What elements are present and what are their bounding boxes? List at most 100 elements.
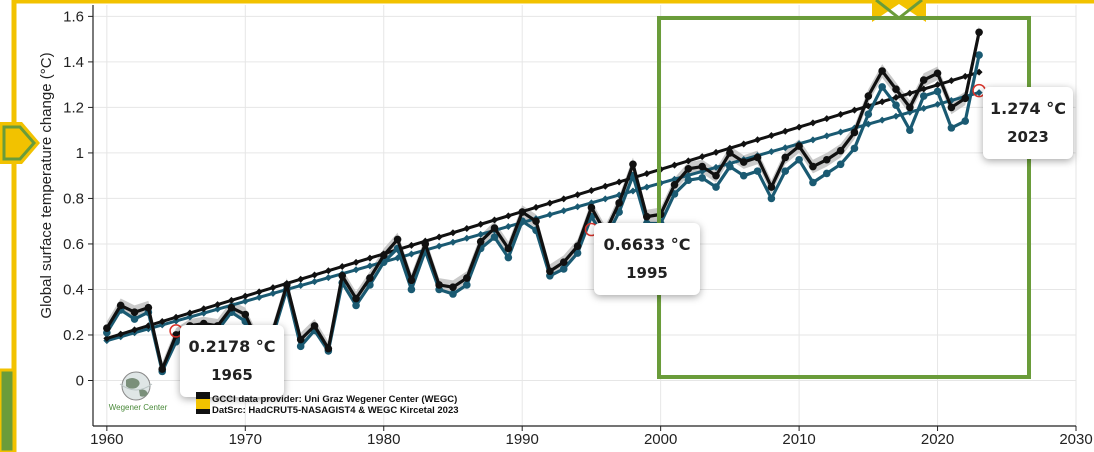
trend-black-marker <box>131 326 139 334</box>
blue-data-point <box>407 285 416 294</box>
trend-black-marker <box>491 216 499 224</box>
trend-black-marker <box>186 309 194 317</box>
black-data-point <box>781 153 790 162</box>
black-data-point <box>684 165 693 173</box>
black-data-point <box>338 272 347 280</box>
trend-black-marker <box>947 77 955 85</box>
black-data-point <box>919 76 928 84</box>
uncertainty-band <box>106 25 980 376</box>
black-data-point <box>352 294 360 303</box>
black-data-point <box>324 344 333 353</box>
blue-data-point <box>296 342 305 351</box>
uni-graz-logo <box>196 392 210 414</box>
trend-black-marker <box>214 301 222 309</box>
tooltip-1965: 0.2178 °C 1965 <box>180 325 284 397</box>
trend-black-marker <box>767 132 775 140</box>
black-data-point <box>975 28 983 37</box>
tooltip-2023: 1.274 °C 2023 <box>983 87 1073 159</box>
blue-data-point <box>739 171 748 180</box>
black-data-point <box>130 308 139 317</box>
trend-blue-marker <box>352 266 360 274</box>
black-data-point <box>476 237 485 246</box>
blue-data-point <box>712 183 720 191</box>
selection-box[interactable] <box>657 16 1031 379</box>
black-data-point <box>366 274 374 282</box>
black-data-point <box>241 310 250 319</box>
trend-black-marker <box>670 161 678 169</box>
trend-black-marker <box>311 271 319 279</box>
left-arrow-icon[interactable] <box>0 122 40 164</box>
black-data-point <box>421 240 430 248</box>
black-data-point <box>573 242 582 251</box>
trend-black-marker <box>712 148 720 156</box>
trend-blue-marker <box>712 163 720 171</box>
trend-black-marker <box>574 191 582 199</box>
trend-black-marker <box>906 89 914 97</box>
wegener-logo: Wegener Center <box>106 370 170 414</box>
trend-blue-line <box>106 91 980 343</box>
trend-blue-marker <box>934 100 942 108</box>
black-data-point <box>947 103 956 112</box>
trend-black-marker <box>823 115 831 123</box>
y-tick-label: 1 <box>76 145 84 162</box>
black-data-point <box>809 162 817 171</box>
trend-black-marker <box>227 296 235 304</box>
trend-black-marker <box>892 93 900 101</box>
black-data-point <box>850 128 859 137</box>
trend-black-marker <box>754 136 762 144</box>
trend-blue-marker <box>920 104 928 112</box>
trend-black-marker <box>324 267 332 275</box>
credit-line-2: DatSrc: HadCRUT5-NASAGIST4 & WEGC Kircet… <box>212 405 459 416</box>
black-data-point <box>629 160 637 169</box>
black-data-point <box>906 103 914 112</box>
black-data-point <box>615 199 623 207</box>
trend-black-marker <box>352 258 360 266</box>
trend-blue-marker <box>629 187 637 195</box>
y-tick-label: 0.8 <box>63 190 84 207</box>
black-data-point <box>878 67 886 75</box>
trend-black-marker <box>172 313 180 321</box>
trend-blue-marker <box>214 305 222 313</box>
x-tick-label: 1960 <box>90 431 123 448</box>
blue-data-point <box>795 155 803 164</box>
black-data-point <box>283 281 291 289</box>
tooltip-1965-value: 0.2178 °C <box>188 337 276 356</box>
black-data-point <box>795 142 803 150</box>
black-data-point <box>310 322 319 330</box>
tooltip-1965-year: 1965 <box>211 366 253 384</box>
trend-black-marker <box>366 254 374 262</box>
blue-data-point <box>504 253 513 262</box>
black-data-point <box>463 274 471 282</box>
black-data-point <box>227 303 236 312</box>
trend-black-marker <box>698 153 706 161</box>
globe-icon <box>119 371 153 401</box>
blue-data-point <box>836 160 845 169</box>
trend-blue-marker <box>837 128 845 136</box>
trend-black-marker <box>477 220 485 228</box>
black-data-point <box>698 162 706 171</box>
blue-data-point <box>933 87 942 96</box>
y-tick-label: 0.2 <box>63 327 84 344</box>
trend-black-marker <box>117 330 125 338</box>
blue-data-point <box>559 265 568 273</box>
blue-data-point <box>130 315 139 323</box>
trend-blue-marker <box>643 183 651 191</box>
trend-black-marker <box>435 233 443 241</box>
trend-black-marker <box>532 203 540 211</box>
trend-black-marker <box>961 72 969 80</box>
black-series-line <box>105 31 981 371</box>
trend-blue-marker <box>269 289 277 297</box>
tooltip-1995: 0.6633 °C 1995 <box>594 223 700 295</box>
trend-blue-marker <box>407 250 415 258</box>
trend-blue-marker <box>186 313 194 321</box>
trend-blue-marker <box>311 278 319 286</box>
trend-black-marker <box>103 334 111 342</box>
x-tick-label: 2010 <box>782 431 815 448</box>
black-data-point <box>504 244 513 253</box>
black-data-point <box>670 180 679 189</box>
trend-black-marker <box>449 229 457 237</box>
blue-data-point <box>490 233 499 241</box>
trend-black-line <box>106 70 980 340</box>
black-data-point <box>296 335 305 344</box>
trend-black-marker <box>269 284 277 292</box>
